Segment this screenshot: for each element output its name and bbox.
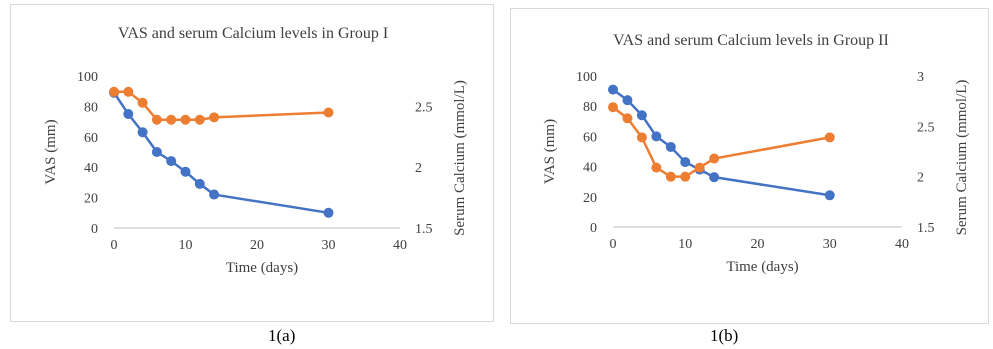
vas-series-line bbox=[112, 92, 329, 215]
calcium-data-point bbox=[709, 153, 720, 164]
x-tick-label: 10 bbox=[678, 237, 692, 252]
calcium-data-point bbox=[123, 86, 134, 97]
y-tick-label: 60 bbox=[583, 130, 597, 145]
vas-data-point bbox=[323, 207, 334, 218]
calcium-data-point bbox=[166, 114, 177, 125]
x-tick-label: 30 bbox=[322, 238, 336, 253]
y-tick-label: 40 bbox=[84, 161, 98, 176]
y-tick-label: 0 bbox=[590, 221, 597, 236]
figure-caption-a: 1(a) bbox=[268, 326, 296, 345]
calcium-data-point bbox=[180, 114, 191, 125]
y2-tick-label: 2 bbox=[917, 171, 924, 186]
vas-data-point bbox=[651, 131, 662, 142]
x-tick-label: 10 bbox=[179, 238, 193, 253]
y2-tick-label: 2.5 bbox=[415, 100, 433, 115]
y-tick-label: 80 bbox=[583, 100, 597, 115]
calcium-data-point bbox=[608, 102, 618, 113]
x-tick-label: 30 bbox=[823, 237, 837, 252]
y2-tick-label: 2.5 bbox=[917, 120, 935, 135]
y2-tick-label: 2 bbox=[415, 161, 422, 176]
y-tick-label: 20 bbox=[84, 192, 98, 207]
vas-data-point bbox=[137, 127, 148, 138]
x-tick-label: 20 bbox=[751, 237, 765, 252]
calcium-data-point bbox=[665, 171, 676, 182]
chart-title: VAS and serum Calcium levels in Group II bbox=[613, 32, 889, 49]
y-axis-label: VAS (mm) bbox=[43, 119, 59, 184]
x-axis-label: Time (days) bbox=[726, 259, 798, 275]
chart-panel-group-2: VAS and serum Calcium levels in Group II… bbox=[510, 8, 989, 324]
calcium-data-point bbox=[824, 132, 835, 143]
vas-data-point bbox=[680, 157, 691, 168]
y2-tick-label: 1.5 bbox=[415, 222, 433, 237]
chart-title: VAS and serum Calcium levels in Group I bbox=[118, 25, 388, 42]
x-tick-label: 0 bbox=[610, 237, 617, 252]
vas-data-point bbox=[636, 110, 647, 121]
calcium-data-point bbox=[651, 162, 662, 173]
y2-tick-label: 1.5 bbox=[917, 221, 935, 236]
vas-data-point bbox=[824, 190, 835, 201]
y-tick-label: 60 bbox=[84, 131, 98, 146]
y2-tick-label: 3 bbox=[917, 70, 924, 85]
calcium-data-point bbox=[323, 107, 334, 118]
y-tick-label: 20 bbox=[583, 191, 597, 206]
vas-data-point bbox=[123, 109, 134, 119]
x-tick-label: 40 bbox=[393, 238, 407, 253]
y2-axis-label: Serum Calcium (mmol/L) bbox=[452, 80, 468, 236]
vas-data-point bbox=[622, 95, 633, 106]
vas-data-point bbox=[180, 166, 191, 177]
y-axis-label: VAS (mm) bbox=[542, 119, 558, 184]
vas-data-point bbox=[209, 189, 220, 200]
calcium-data-point bbox=[622, 113, 633, 124]
calcium-data-point bbox=[209, 112, 220, 123]
vas-data-point bbox=[665, 141, 676, 152]
vas-data-point bbox=[709, 172, 720, 183]
vas-data-point bbox=[608, 84, 618, 95]
y2-axis-label: Serum Calcium (mmol/L) bbox=[954, 80, 970, 236]
vas-data-point bbox=[151, 147, 162, 157]
figure-caption-b: 1(b) bbox=[710, 326, 739, 345]
calcium-data-point bbox=[151, 114, 162, 125]
calcium-data-point bbox=[636, 132, 647, 143]
y-tick-label: 0 bbox=[91, 222, 98, 237]
chart-panel-group-1: VAS and serum Calcium levels in Group I 0… bbox=[10, 4, 494, 322]
vas-data-point bbox=[166, 156, 177, 167]
y-tick-label: 40 bbox=[583, 161, 597, 176]
calcium-data-point bbox=[694, 162, 705, 173]
x-tick-label: 20 bbox=[250, 238, 264, 253]
x-tick-label: 0 bbox=[111, 238, 118, 253]
calcium-data-point bbox=[680, 171, 691, 182]
x-tick-label: 40 bbox=[895, 237, 909, 252]
calcium-data-point bbox=[194, 114, 205, 125]
y-tick-label: 100 bbox=[77, 70, 98, 85]
calcium-data-point bbox=[109, 86, 119, 97]
vas-data-point bbox=[194, 178, 205, 189]
calcium-data-point bbox=[137, 97, 148, 108]
chart-group-1: VAS and serum Calcium levels in Group I 0… bbox=[43, 25, 468, 276]
y-tick-label: 80 bbox=[84, 100, 98, 115]
x-axis-label: Time (days) bbox=[226, 260, 298, 276]
chart-group-2: VAS and serum Calcium levels in Group II… bbox=[542, 32, 970, 275]
y-tick-label: 100 bbox=[576, 70, 597, 85]
